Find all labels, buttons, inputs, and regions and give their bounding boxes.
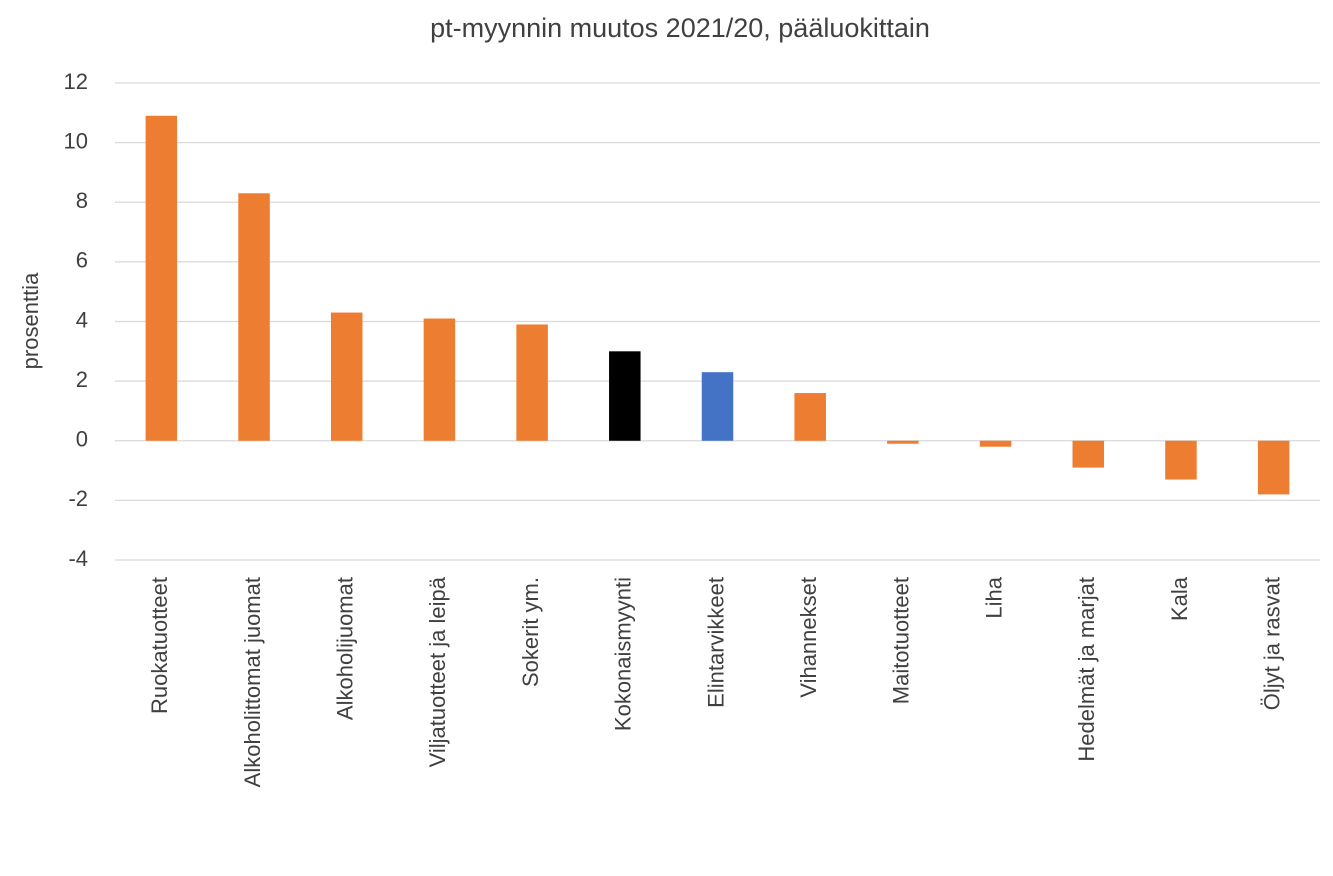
bar: [145, 115, 178, 441]
x-tick-label: Kala: [1167, 576, 1192, 621]
x-tick-label: Elintarvikkeet: [703, 577, 728, 708]
bar: [238, 193, 270, 441]
chart-title: pt-myynnin muutos 2021/20, pääluokittain: [430, 13, 930, 43]
x-tick-label: Öljyt ja rasvat: [1259, 577, 1284, 710]
bar: [979, 440, 1012, 447]
y-tick-label: 2: [76, 367, 88, 392]
y-tick-label: 6: [76, 248, 88, 273]
y-tick-label: 8: [76, 188, 88, 213]
bar: [887, 440, 919, 444]
x-tick-label: Viljatuotteet ja leipä: [425, 576, 450, 767]
bar: [423, 318, 456, 441]
x-tick-label: Kokonaismyynti: [611, 577, 636, 731]
y-tick-label: 10: [64, 128, 88, 153]
x-tick-label: Hedelmät ja marjat: [1074, 577, 1099, 762]
bar: [701, 372, 734, 441]
x-tick-label: Ruokatuotteet: [147, 577, 172, 714]
x-tick-label: Liha: [981, 576, 1006, 618]
y-tick-label: -4: [68, 546, 88, 571]
y-tick-label: 4: [76, 307, 88, 332]
bar: [1257, 440, 1290, 495]
bar: [1072, 440, 1105, 468]
x-tick-label: Alkoholijuomat: [333, 577, 358, 720]
y-axis-label: prosenttia: [18, 272, 43, 369]
bar: [794, 393, 826, 441]
y-tick-label: -2: [68, 486, 88, 511]
x-tick-label: Maitotuotteet: [889, 577, 914, 704]
y-tick-label: 0: [76, 427, 88, 452]
x-tick-label: Sokerit ym.: [518, 577, 543, 687]
x-tick-label: Vihannekset: [796, 577, 821, 698]
y-tick-label: 12: [64, 69, 88, 94]
bar: [1165, 440, 1197, 480]
bar: [516, 324, 548, 441]
bar: [330, 312, 363, 441]
bar: [609, 351, 641, 441]
x-tick-label: Alkoholittomat juomat: [240, 577, 265, 787]
